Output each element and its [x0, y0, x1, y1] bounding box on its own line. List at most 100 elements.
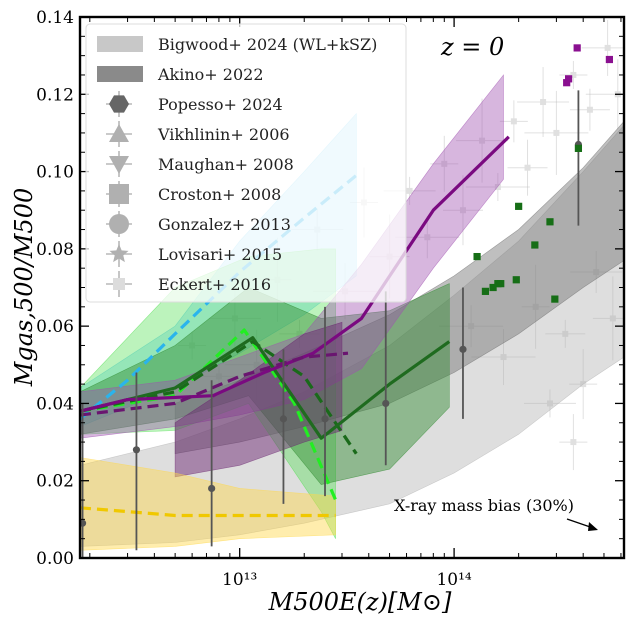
series-purple-solid [80, 135, 510, 413]
legend-marker-triangle-down [106, 151, 132, 177]
observation-marker [441, 160, 448, 167]
observation-marker [524, 164, 531, 171]
observation-marker [609, 315, 616, 322]
observation-point [559, 414, 588, 471]
green-square-point [574, 144, 583, 152]
legend-label: Lovisari+ 2015 [158, 245, 282, 264]
legend-marker-hexagon [106, 91, 132, 117]
legend-marker-shape [109, 244, 129, 263]
observation-marker [459, 207, 466, 214]
legend-marker-triangle-up [106, 121, 132, 147]
observation-marker [510, 118, 517, 125]
popesso-point [382, 291, 390, 466]
purple-square-point [563, 79, 571, 87]
legend-marker-shape [109, 95, 129, 113]
observation-marker [215, 373, 222, 380]
legend-marker-shape [113, 278, 125, 290]
purple-square-point [565, 75, 573, 83]
observation-point [517, 67, 570, 138]
band-bigwood-2024-wl-ksz- [80, 124, 624, 547]
observation-point [507, 139, 548, 196]
observation-point [559, 60, 588, 89]
legend-label: Vikhlinin+ 2006 [157, 125, 290, 144]
legend-marker-star [106, 241, 132, 267]
band-purple-dash-band [174, 321, 343, 478]
observation-marker [553, 129, 560, 136]
popesso-marker [382, 399, 390, 408]
legend-label: Bigwood+ 2024 (WL+kSZ) [158, 35, 377, 54]
legend-swatch-band-dark [97, 66, 143, 82]
popesso-marker [459, 345, 467, 353]
series-purple-dashed [80, 351, 349, 417]
y-tick-label: 0.00 [36, 549, 74, 569]
y-tick-label: 0.04 [36, 394, 74, 414]
legend-marker-shape [109, 124, 129, 142]
purple-square-point [605, 55, 613, 64]
observation-marker [604, 44, 611, 51]
purple-square-point [573, 44, 581, 52]
legend: Bigwood+ 2024 (WL+kSZ) Akino+ 2022 Popesso… [85, 23, 407, 303]
legend-marker-circle [106, 211, 132, 237]
legend-label: Maughan+ 2008 [158, 155, 294, 174]
green-square-point [489, 283, 497, 292]
axes: 0.00 0.02 0.04 0.06 0.08 0.10 0.12 0.14 10¹³ 10¹⁴ [36, 8, 626, 590]
popesso-marker [80, 519, 87, 527]
green-square-point [531, 241, 539, 249]
popesso-marker [321, 415, 329, 423]
green-square-point [512, 276, 520, 284]
mass-bias-label: X-ray mass bias (30%) [394, 496, 574, 515]
observation-point [456, 98, 509, 183]
green-square-point [497, 280, 505, 288]
y-tick-label: 0.08 [36, 240, 74, 260]
observation-marker [500, 354, 507, 361]
series-yellow-dashed [80, 506, 336, 518]
observation-point [198, 355, 239, 398]
observation-marker [546, 400, 553, 407]
legend-label: Gonzalez+ 2013 [158, 215, 291, 234]
observation-point [279, 319, 320, 348]
legend-swatch-band-light [97, 36, 143, 52]
green-square-point [473, 252, 481, 261]
legend-box [85, 23, 407, 303]
series-green-dashed [80, 328, 338, 501]
observation-marker [253, 361, 260, 368]
observation-marker [424, 234, 431, 241]
observation-marker [406, 187, 413, 194]
observation-point [569, 88, 610, 131]
popesso-point [208, 380, 216, 547]
popesso-marker [208, 484, 216, 493]
legend-marker-shape [109, 156, 129, 174]
observation-marker [468, 323, 475, 330]
y-tick-label: 0.06 [36, 317, 74, 337]
mass-bias-arrow [566, 518, 598, 531]
y-tick-label: 0.02 [36, 472, 74, 492]
popesso-point [132, 372, 141, 551]
observation-point [471, 329, 536, 386]
observation-point [430, 135, 459, 192]
observation-marker [231, 315, 238, 322]
observation-marker [189, 342, 196, 349]
green-square-point [551, 295, 559, 303]
observation-marker [570, 439, 577, 446]
x-tick-label: 10¹³ [222, 570, 257, 590]
observation-point [465, 173, 530, 202]
observation-point [570, 251, 623, 294]
green-square-point [546, 218, 554, 226]
observation-marker [479, 137, 486, 144]
x-axis-title: M500E(z)[M⊙] [268, 588, 452, 616]
observation-point [592, 276, 624, 361]
legend-label: Akino+ 2022 [157, 65, 264, 84]
observation-point [545, 319, 586, 348]
x-tick-label: 10¹⁴ [436, 570, 471, 590]
observation-point [442, 175, 483, 246]
observation-point [581, 19, 624, 76]
observation-marker [494, 184, 501, 191]
popesso-point [321, 306, 329, 497]
y-tick-label: 0.14 [36, 8, 74, 28]
observation-marker [296, 330, 303, 337]
popesso-point [279, 349, 288, 504]
observation-marker [540, 99, 547, 106]
observation-marker [562, 330, 569, 337]
green-square-point [515, 202, 523, 210]
